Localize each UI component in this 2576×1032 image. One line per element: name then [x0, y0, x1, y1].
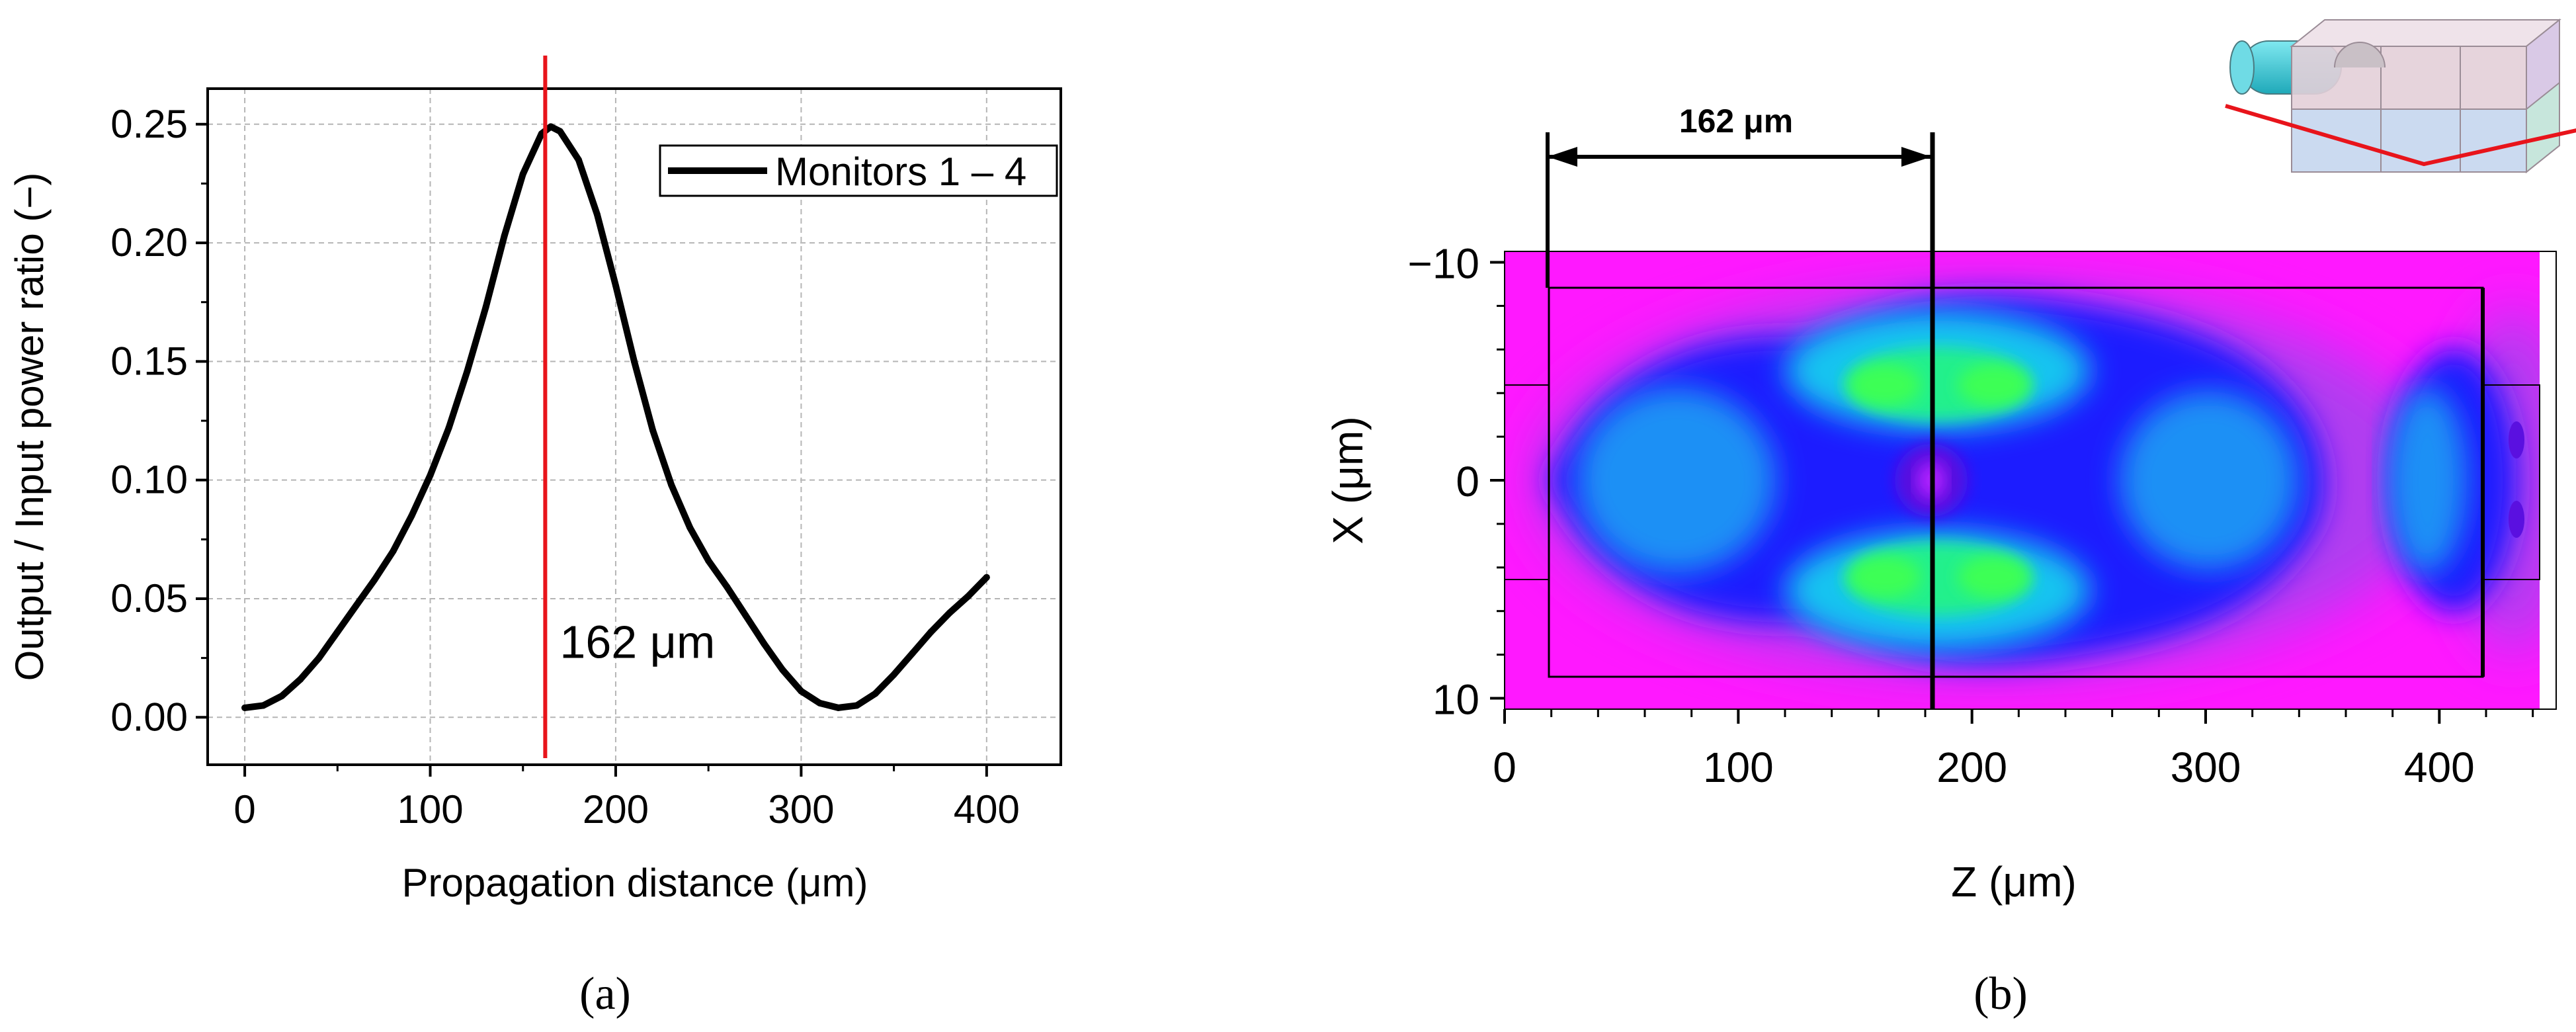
y-axis-ticks: −10 0 10: [1407, 239, 1505, 724]
line-chart-panel: 0 100 200 300 400 0.00 0.05 0.10 0.15 0.20 0.25 1…: [7, 56, 1062, 1019]
peak-marker-label: 162 μm: [560, 617, 715, 668]
data-point: [798, 687, 805, 695]
legend: Monitors 1 – 4: [659, 144, 1058, 197]
y-tick-label: 0.15: [110, 339, 188, 383]
x-tick-label: 100: [397, 787, 463, 832]
device-inset-sketch: [2225, 18, 2576, 174]
y-tick-label: 0.25: [110, 102, 188, 146]
data-point: [612, 282, 619, 289]
data-point: [241, 704, 249, 711]
x-tick-label: 100: [1703, 744, 1774, 791]
data-point: [649, 427, 657, 434]
data-point: [547, 123, 554, 130]
y-axis-label: Output / Input power ratio (−): [7, 173, 52, 681]
data-point: [816, 699, 823, 707]
data-point: [427, 472, 434, 479]
data-point: [260, 702, 267, 709]
y-axis-ticks: 0.00 0.05 0.10 0.15 0.20 0.25: [110, 102, 208, 739]
x-axis-ticks: 0 100 200 300 400: [1493, 709, 2534, 791]
x-axis-label: Propagation distance (μm): [402, 861, 868, 905]
data-point: [724, 583, 731, 591]
data-point: [853, 702, 860, 709]
field-map-panel: 162 μm 0 100 200 300 400 −10 0 10 Z (μm) X (μm…: [1324, 18, 2576, 1019]
x-axis-ticks: 0 100 200 300 400: [233, 765, 1020, 832]
data-point: [686, 524, 694, 531]
y-tick-label: 0.20: [110, 220, 188, 265]
y-tick-label: 0: [1456, 458, 1479, 505]
y-tick-label: 0.05: [110, 576, 188, 621]
data-point: [501, 232, 508, 239]
y-axis-label: X (μm): [1324, 416, 1372, 544]
data-point: [556, 128, 563, 135]
dimension-annotation: 162 μm: [1546, 103, 1931, 288]
data-point: [464, 367, 471, 374]
x-tick-label: 300: [768, 787, 834, 832]
data-point: [519, 171, 526, 178]
plot-frame: [206, 87, 1062, 766]
data-point: [872, 690, 879, 697]
y-tick-label: 0.10: [110, 458, 188, 502]
data-point: [631, 358, 638, 365]
x-tick-label: 0: [1493, 744, 1517, 791]
data-point: [705, 557, 712, 564]
data-point: [964, 593, 972, 600]
x-tick-label: 200: [1936, 744, 2007, 791]
x-axis-label: Z (μm): [1951, 858, 2077, 906]
data-point: [890, 671, 897, 678]
data-point: [742, 612, 749, 619]
data-point: [278, 693, 286, 700]
x-tick-label: 200: [583, 787, 649, 832]
data-point: [983, 574, 990, 581]
data-point: [445, 424, 452, 431]
data-point: [835, 704, 842, 711]
input-port-outline: [1504, 384, 1550, 580]
y-tick-label: 0.00: [110, 695, 188, 739]
series-points: [241, 123, 990, 711]
data-point: [779, 666, 786, 673]
data-point: [761, 640, 768, 648]
series-line-monitors: [241, 123, 990, 711]
data-point: [315, 654, 323, 662]
data-point: [538, 130, 545, 138]
heatmap-image: [1505, 251, 2556, 709]
data-point: [482, 303, 489, 310]
data-point: [927, 628, 935, 636]
x-tick-label: 0: [233, 787, 255, 832]
x-tick-label: 400: [2404, 744, 2475, 791]
data-point: [946, 609, 953, 617]
data-point: [334, 628, 341, 636]
x-tick-label: 300: [2171, 744, 2241, 791]
data-point: [668, 481, 675, 488]
x-tick-label: 400: [954, 787, 1020, 832]
data-point: [909, 650, 916, 657]
panel-label-b: (b): [1974, 968, 2028, 1019]
panel-label-a: (a): [579, 968, 631, 1019]
grid-lines: [208, 89, 1061, 765]
data-point: [371, 576, 378, 583]
data-point: [353, 602, 360, 609]
dimension-label: 162 μm: [1679, 103, 1793, 140]
data-point: [575, 156, 582, 163]
y-tick-label: 10: [1433, 676, 1479, 724]
data-point: [593, 211, 601, 218]
data-point: [297, 675, 304, 683]
data-point: [408, 512, 415, 519]
y-tick-label: −10: [1407, 239, 1479, 287]
legend-label: Monitors 1 – 4: [775, 150, 1026, 194]
data-point: [390, 548, 397, 555]
